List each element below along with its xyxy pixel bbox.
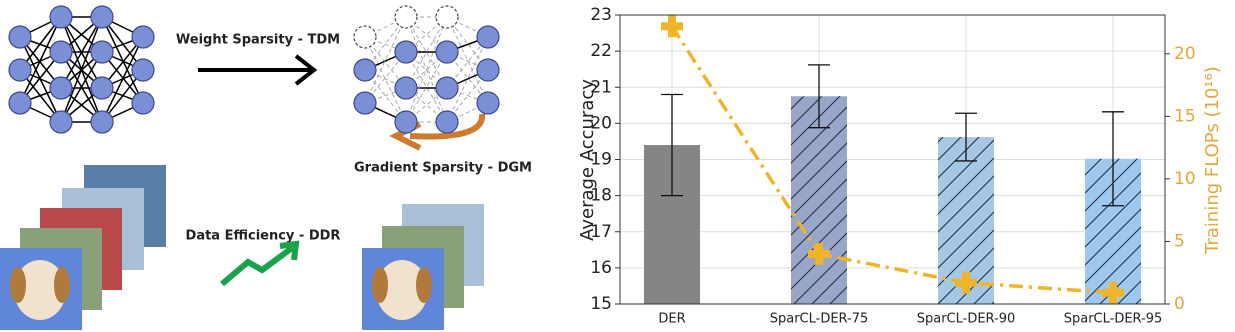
y-tick-label: 19 <box>590 150 612 170</box>
error-bar <box>808 64 830 129</box>
edge <box>446 36 489 123</box>
node <box>353 91 377 115</box>
y2-tick-label: 0 <box>1174 294 1185 314</box>
dog <box>54 267 70 303</box>
dog <box>376 260 428 320</box>
edge <box>60 16 103 123</box>
edge <box>364 16 407 104</box>
node <box>8 25 32 49</box>
arrow <box>220 240 300 287</box>
edge <box>101 16 144 104</box>
node <box>394 110 418 134</box>
y2-tick-label: 10 <box>1174 169 1196 189</box>
node <box>435 76 459 100</box>
node <box>49 76 73 100</box>
node <box>90 40 114 64</box>
y-tick-label: 22 <box>590 41 612 61</box>
diagram-label: Weight Sparsity - TDM <box>176 33 340 48</box>
bar-hatch <box>791 96 847 304</box>
edge <box>364 36 407 123</box>
image-stack <box>0 165 166 330</box>
node <box>90 76 114 100</box>
node <box>476 25 500 49</box>
y-tick-label: 15 <box>590 294 612 314</box>
node <box>476 91 500 115</box>
node <box>353 58 377 82</box>
dog <box>372 267 388 303</box>
node <box>394 76 418 100</box>
marker <box>808 242 830 265</box>
y-tick-label: 16 <box>590 258 612 278</box>
diagram: Weight Sparsity - TDM Gradient Sparsity … <box>0 5 532 330</box>
node <box>49 40 73 64</box>
marker <box>1102 281 1124 304</box>
node <box>49 5 73 29</box>
y2-axis-title: Training FLOPs (10¹⁶) <box>1202 66 1223 255</box>
y-tick-label: 17 <box>590 222 612 242</box>
y2-tick-label: 5 <box>1174 231 1185 251</box>
edge <box>60 16 103 89</box>
plot-frame <box>619 14 1166 305</box>
node <box>90 5 114 29</box>
y2-tick-label: 15 <box>1174 106 1196 126</box>
edge <box>405 16 448 123</box>
node <box>131 25 155 49</box>
marker <box>661 15 683 38</box>
dog <box>416 267 432 303</box>
edge <box>60 51 103 123</box>
chart: Average Accuracy Training FLOPs (10¹⁶) 1… <box>577 5 1223 327</box>
dog <box>14 260 66 320</box>
y-tick-label: 20 <box>590 113 612 133</box>
error-bar <box>661 93 683 197</box>
x-tick-label: SparCL-DER-90 <box>917 312 1016 327</box>
node <box>476 58 500 82</box>
error-bar <box>955 112 977 162</box>
line <box>670 25 1114 295</box>
edge <box>446 16 489 104</box>
node <box>8 91 32 115</box>
node <box>131 58 155 82</box>
edge <box>101 36 144 123</box>
x-tick-label: SparCL-DER-75 <box>770 312 869 327</box>
node <box>394 40 418 64</box>
marker <box>955 271 977 294</box>
image-stack <box>362 204 484 330</box>
node <box>435 110 459 134</box>
node <box>8 58 32 82</box>
y2-tick-label: 20 <box>1174 44 1196 64</box>
diagram-label: Data Efficiency - DDR <box>186 229 341 244</box>
x-tick-label: SparCL-DER-95 <box>1064 312 1163 327</box>
node <box>90 110 114 134</box>
x-tick-label: DER <box>658 312 685 327</box>
node <box>435 40 459 64</box>
edge <box>19 16 62 104</box>
node <box>353 25 377 49</box>
y-tick-label: 18 <box>590 186 612 206</box>
y-tick-label: 21 <box>590 77 612 97</box>
node <box>131 91 155 115</box>
node <box>394 5 418 29</box>
arrow <box>198 54 318 86</box>
node <box>435 5 459 29</box>
y-tick-label: 23 <box>590 5 612 25</box>
node <box>49 110 73 134</box>
error-bar <box>1102 111 1124 207</box>
diagram-label: Gradient Sparsity - DGM <box>354 161 532 176</box>
y-axis-title: Average Accuracy <box>577 79 598 241</box>
dog <box>10 267 26 303</box>
